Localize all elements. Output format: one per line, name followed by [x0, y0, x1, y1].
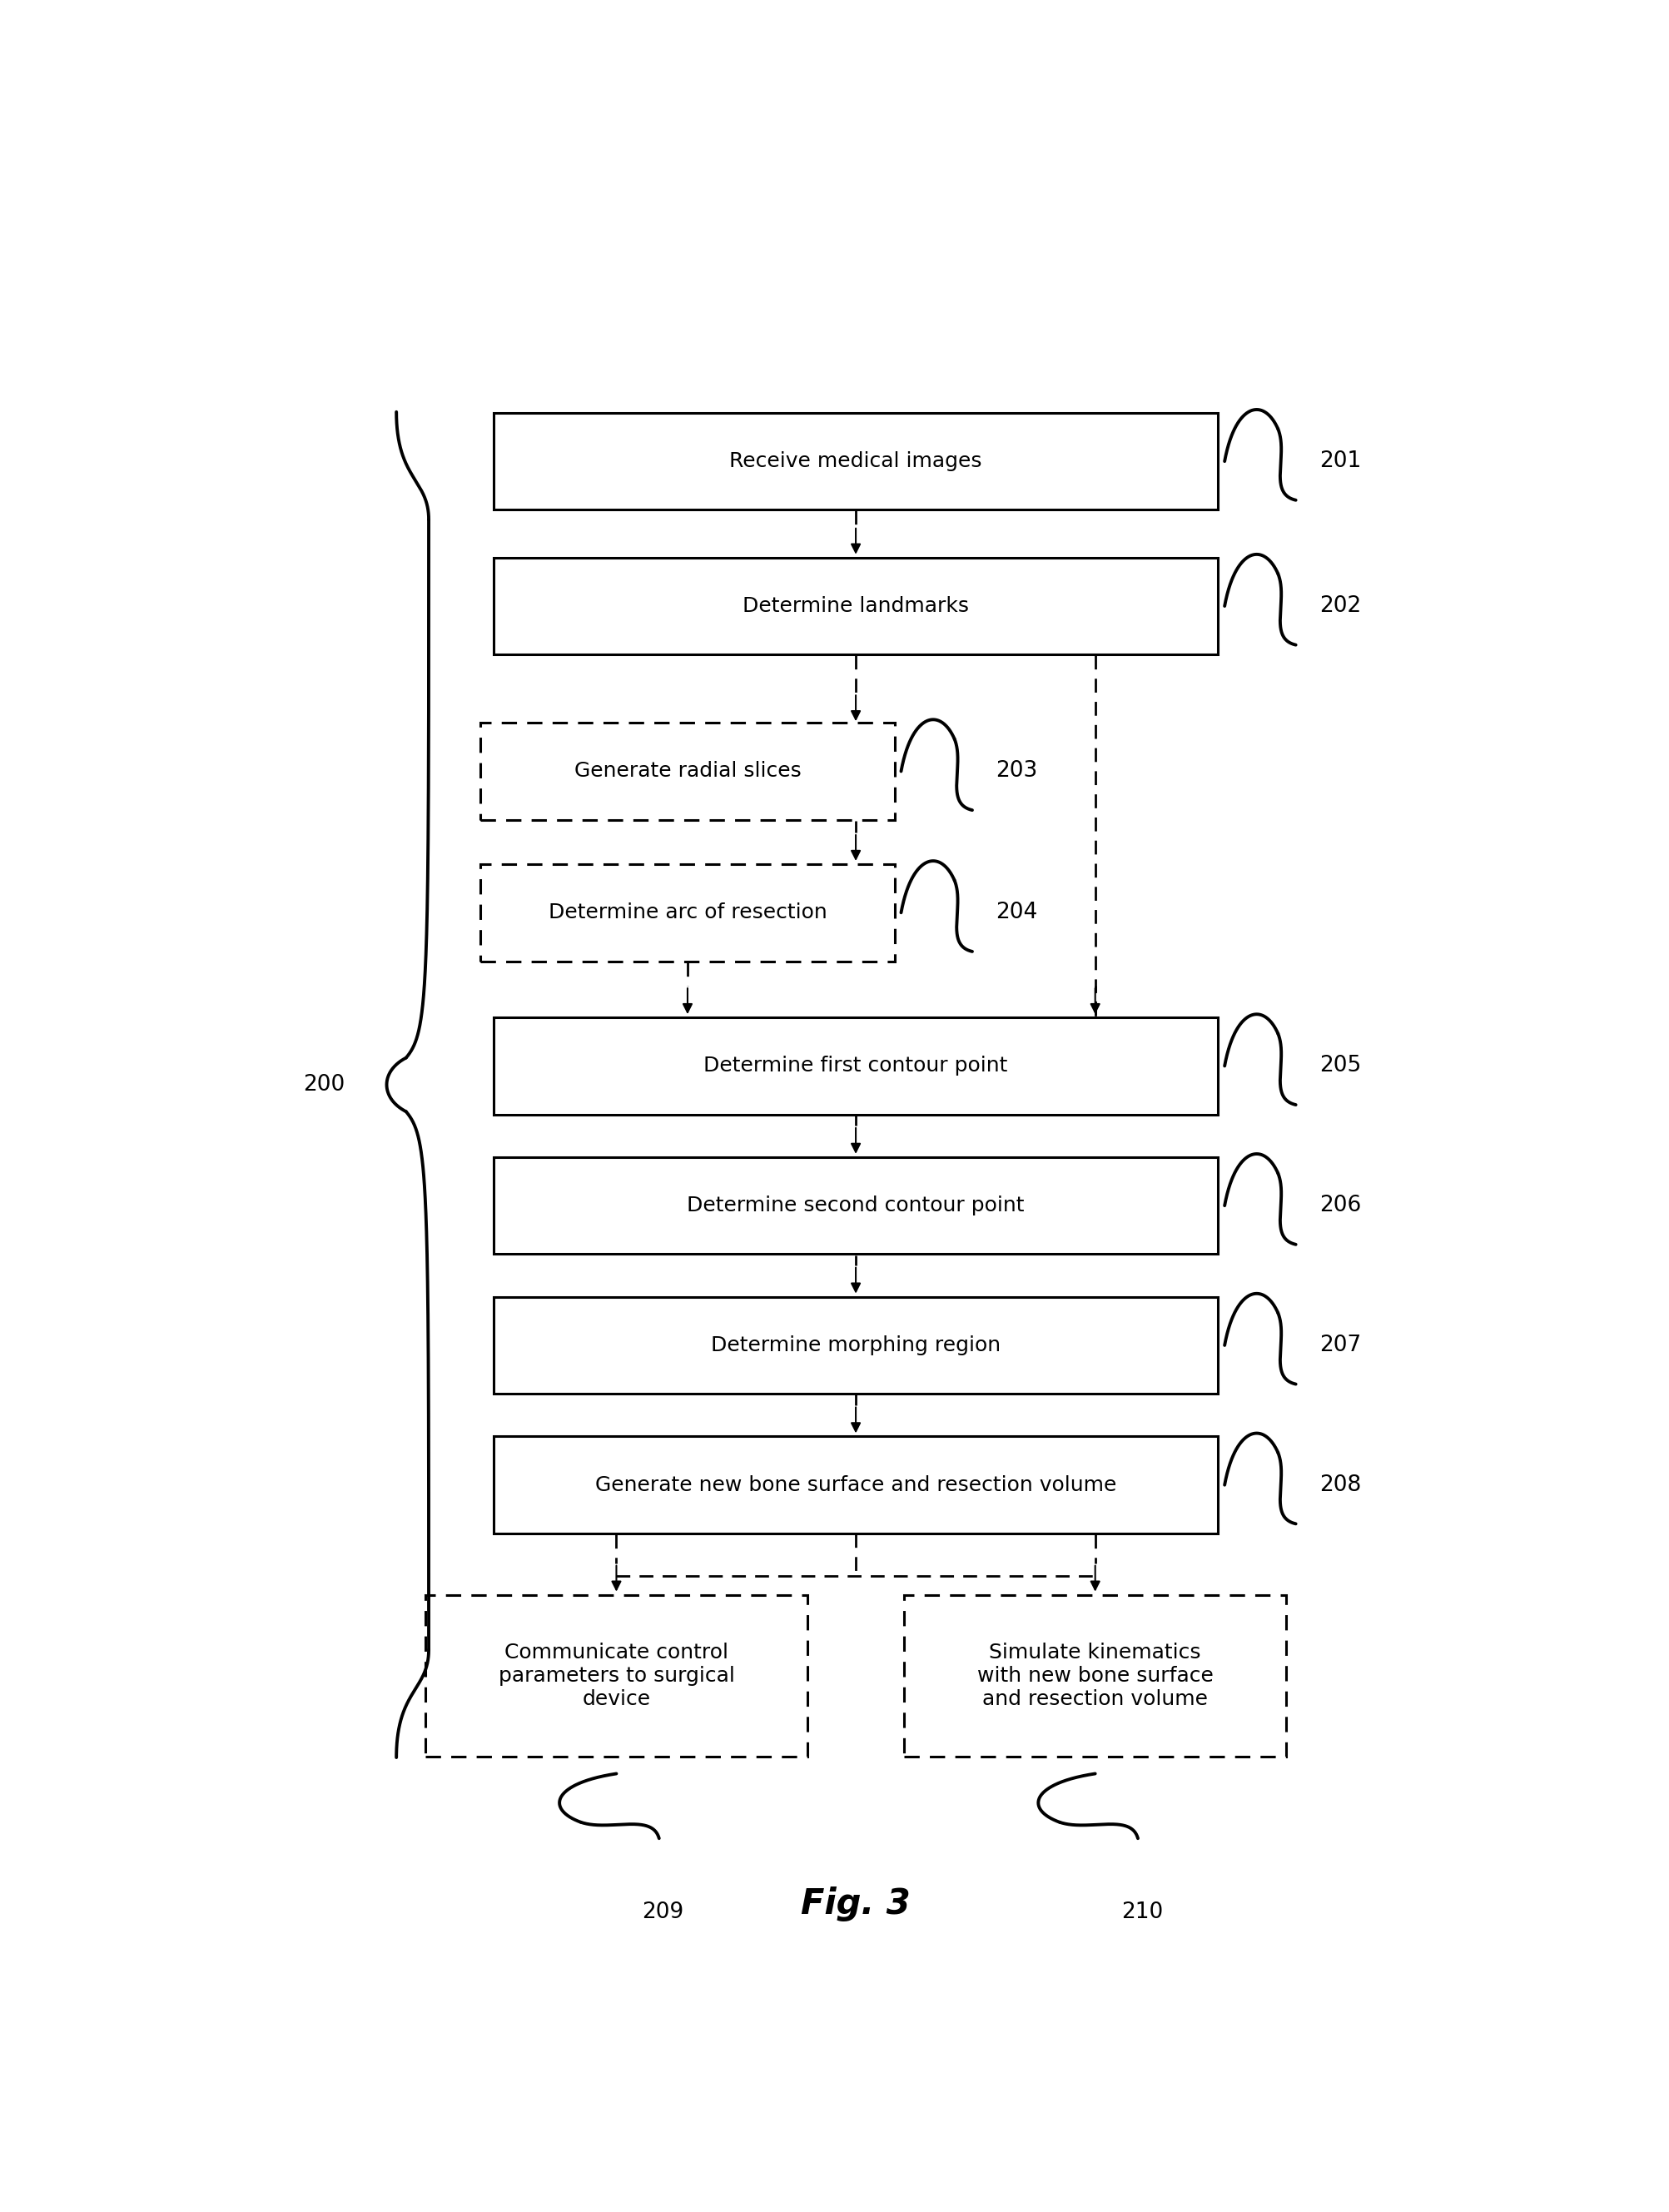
- Text: 208: 208: [1319, 1473, 1360, 1495]
- Text: Determine first contour point: Determine first contour point: [703, 1055, 1008, 1075]
- Text: Receive medical images: Receive medical images: [729, 451, 981, 471]
- Text: 205: 205: [1319, 1055, 1360, 1077]
- Bar: [494, 414, 1218, 509]
- Bar: [494, 557, 1218, 655]
- Text: 203: 203: [995, 761, 1036, 783]
- Bar: [494, 1157, 1218, 1254]
- Bar: [426, 1595, 806, 1756]
- Bar: [905, 1595, 1285, 1756]
- Bar: [494, 1436, 1218, 1533]
- Text: 206: 206: [1319, 1194, 1360, 1217]
- Bar: [481, 723, 895, 821]
- Text: Communicate control
parameters to surgical
device: Communicate control parameters to surgic…: [497, 1644, 734, 1710]
- Text: Generate new bone surface and resection volume: Generate new bone surface and resection …: [594, 1475, 1117, 1495]
- Text: Generate radial slices: Generate radial slices: [574, 761, 801, 781]
- Bar: [494, 1018, 1218, 1115]
- Text: Fig. 3: Fig. 3: [801, 1887, 910, 1922]
- Text: Simulate kinematics
with new bone surface
and resection volume: Simulate kinematics with new bone surfac…: [976, 1644, 1213, 1710]
- Text: Determine morphing region: Determine morphing region: [711, 1336, 1000, 1356]
- Bar: [481, 865, 895, 962]
- Text: 200: 200: [302, 1073, 344, 1095]
- Text: Determine landmarks: Determine landmarks: [743, 595, 968, 617]
- Text: 207: 207: [1319, 1334, 1360, 1356]
- Text: 210: 210: [1120, 1902, 1162, 1922]
- Text: 204: 204: [995, 902, 1036, 922]
- Text: 202: 202: [1319, 595, 1360, 617]
- Text: Determine arc of resection: Determine arc of resection: [547, 902, 826, 922]
- Text: 201: 201: [1319, 451, 1360, 471]
- Bar: [494, 1296, 1218, 1394]
- Text: Determine second contour point: Determine second contour point: [686, 1197, 1025, 1217]
- Text: 209: 209: [643, 1902, 684, 1922]
